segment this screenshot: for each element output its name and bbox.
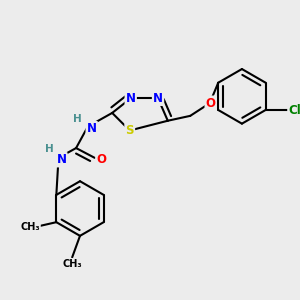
Text: N: N (153, 92, 163, 105)
Text: CH₃: CH₃ (62, 259, 82, 269)
Text: N: N (56, 153, 67, 166)
Text: S: S (125, 124, 134, 137)
Text: O: O (206, 97, 216, 110)
Text: H: H (73, 114, 81, 124)
Text: H: H (45, 144, 54, 154)
Text: CH₃: CH₃ (20, 222, 40, 232)
Text: N: N (126, 92, 136, 105)
Text: Cl: Cl (289, 103, 300, 116)
Text: N: N (87, 122, 97, 135)
Text: O: O (96, 153, 106, 166)
